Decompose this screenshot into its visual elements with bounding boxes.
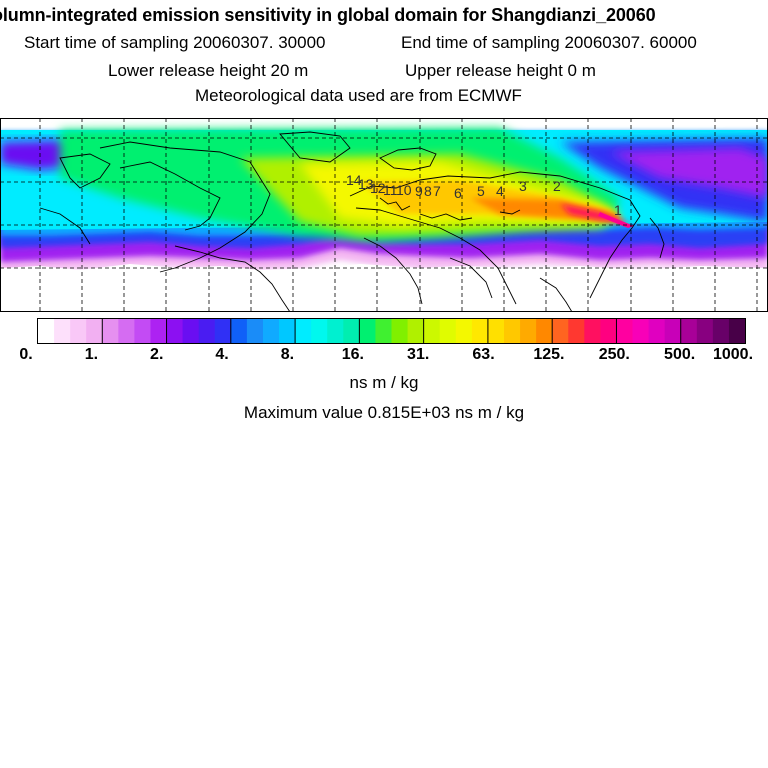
day-marker-1: 1 [614, 202, 622, 218]
day-marker-12: 12 [370, 180, 386, 196]
colorbar-swatch [150, 319, 168, 343]
colorbar-swatch [632, 319, 650, 343]
colorbar-swatch [664, 319, 682, 343]
colorbar-swatch [616, 319, 634, 343]
colorbar-label: 2. [150, 346, 164, 363]
units-label: ns m / kg [349, 373, 419, 392]
colorbar-swatch [584, 319, 601, 343]
colorbar-swatch [327, 319, 344, 343]
colorbar-swatch [166, 319, 184, 343]
colorbar-swatch [455, 319, 473, 343]
colorbar-swatch [680, 319, 698, 343]
colorbar-label: 8. [280, 346, 295, 363]
colorbar-swatch [712, 319, 730, 343]
day-marker-6: 6 [454, 185, 462, 201]
sensitivity-map: 14 13 12 11 10 9 8 7 6 5 4 3 2 1 [0, 118, 768, 312]
colorbar-swatch [439, 319, 457, 343]
colorbar-label: 500. [664, 346, 696, 363]
day-marker-7: 7 [433, 183, 441, 199]
day-marker-4: 4 [496, 183, 504, 199]
colorbar-swatch [214, 319, 232, 343]
colorbar-label: 1000. [712, 346, 754, 363]
day-marker-11: 11 [383, 182, 398, 198]
colorbar-swatch [134, 319, 152, 343]
colorbar-swatch [503, 319, 521, 343]
map-title: olumn-integrated emission sensitivity in… [0, 5, 656, 25]
colorbar-swatch [86, 319, 103, 343]
day-marker-10: 10 [396, 182, 412, 198]
colorbar-swatch [54, 319, 71, 343]
graticule [0, 118, 768, 312]
colorbar-swatch [198, 319, 216, 343]
colorbar-swatch [552, 319, 569, 343]
colorbar-swatch [600, 319, 618, 343]
lower-release-label: Lower release height 20 m [108, 61, 309, 80]
colorbar-label: 4. [215, 346, 229, 363]
colorbar-label: 63. [472, 346, 495, 363]
colorbar-swatch [102, 319, 119, 343]
colorbar-swatch [391, 319, 409, 343]
day-marker-8: 8 [424, 183, 432, 199]
colorbar-swatch [279, 319, 296, 343]
colorbar-swatch [696, 319, 714, 343]
colorbar-swatch [70, 319, 87, 343]
colorbar-frame [37, 318, 746, 344]
colorbar [37, 318, 746, 344]
sensitivity-field [0, 128, 768, 312]
colorbar-swatch [230, 319, 248, 343]
colorbar-swatch [536, 319, 553, 343]
day-marker-9: 9 [415, 183, 423, 199]
colorbar-label: 1. [84, 346, 99, 363]
colorbar-swatch [343, 319, 360, 343]
colorbar-label: 250. [598, 346, 630, 363]
colorbar-swatch [295, 319, 312, 343]
colorbar-swatch [311, 319, 328, 343]
colorbar-swatch [375, 319, 393, 343]
day-marker-13: 13 [358, 176, 374, 192]
start-time-label: Start time of sampling 20060307. 30000 [24, 33, 326, 52]
met-data-label: Meteorological data used are from ECMWF [195, 86, 522, 105]
day-marker-3: 3 [519, 178, 527, 194]
max-value-label: Maximum value 0.815E+03 ns m / kg [243, 403, 525, 422]
colorbar-swatch [728, 319, 746, 343]
colorbar-swatch [246, 319, 264, 343]
colorbar-swatch [359, 319, 377, 343]
colorbar-label: 16. [341, 346, 364, 363]
colorbar-swatch [38, 319, 55, 343]
colorbar-swatch [423, 319, 441, 343]
colorbar-cells [38, 319, 746, 343]
end-time-label: End time of sampling 20060307. 60000 [401, 33, 697, 52]
colorbar-swatch [520, 319, 537, 343]
colorbar-swatch [118, 319, 136, 343]
day-marker-5: 5 [477, 183, 485, 199]
colorbar-label: 125. [533, 346, 565, 363]
day-marker-14: 14 [346, 172, 362, 188]
day-markers: 14 13 12 11 10 9 8 7 6 5 4 3 2 1 [346, 172, 622, 218]
colorbar-swatch [568, 319, 585, 343]
upper-release-label: Upper release height 0 m [405, 61, 596, 80]
colorbar-label: 31. [407, 346, 430, 363]
day-marker-2: 2 [553, 178, 561, 194]
colorbar-swatch [407, 319, 425, 343]
colorbar-swatch [487, 319, 505, 343]
colorbar-label: 0. [19, 346, 33, 363]
colorbar-swatch [262, 319, 280, 343]
colorbar-swatch [471, 319, 489, 343]
colorbar-swatch [648, 319, 666, 343]
colorbar-swatch [182, 319, 200, 343]
